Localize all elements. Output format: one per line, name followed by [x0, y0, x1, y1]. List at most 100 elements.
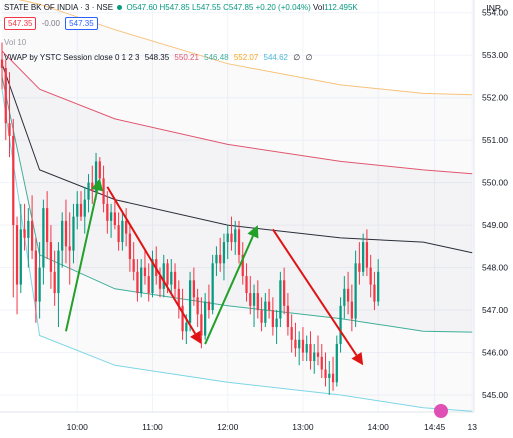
- candle-body: [38, 267, 41, 302]
- candle-body: [125, 220, 128, 234]
- price-tick-label: 545.00: [482, 390, 508, 400]
- arrow-down-icon: [272, 228, 364, 366]
- buy-button[interactable]: 547.35: [65, 17, 98, 30]
- candle-body: [64, 220, 68, 247]
- candle-body: [8, 123, 11, 136]
- sell-button[interactable]: 547.35: [4, 17, 37, 30]
- candle-body: [230, 233, 233, 243]
- candle: [19, 203, 22, 294]
- vwap-value: 548.35: [144, 53, 170, 62]
- logo-circle-icon: [434, 404, 448, 418]
- tradingview-logo[interactable]: [434, 404, 448, 418]
- candle-body: [305, 344, 308, 353]
- arrow-shaft: [272, 228, 358, 356]
- candle: [313, 344, 316, 374]
- time-tick-label: 13: [468, 422, 478, 432]
- candle: [279, 271, 282, 328]
- candle: [106, 191, 109, 234]
- candle-body: [23, 229, 26, 238]
- candle: [102, 165, 105, 213]
- candle: [87, 174, 90, 213]
- price-tick-label: 547.00: [482, 305, 508, 315]
- market-dot-icon: [117, 5, 123, 10]
- currency-label[interactable]: INR: [486, 3, 501, 13]
- candle: [200, 297, 203, 349]
- candle: [230, 216, 233, 251]
- time-tick-label: 14:00: [368, 422, 390, 432]
- candle: [91, 165, 94, 204]
- candle-body: [245, 276, 248, 294]
- candle: [294, 322, 297, 357]
- candle-body: [177, 288, 180, 306]
- candle-body: [113, 212, 116, 226]
- candle: [79, 191, 83, 221]
- price-tick-label: 550.00: [482, 178, 508, 188]
- vwap-legend[interactable]: VWAP by YSTC Session close 0 1 2 3 548.3…: [4, 53, 315, 62]
- candle-body: [170, 271, 173, 285]
- candle-body: [316, 352, 320, 357]
- candle-body: [343, 288, 346, 306]
- price-axis[interactable]: 545.00 546.00 547.00 548.00 549.00 550.00 551.…: [482, 8, 508, 400]
- candle: [15, 216, 19, 315]
- candle-body: [339, 305, 342, 345]
- band3-upper-value: ∅: [293, 53, 301, 62]
- candle: [245, 263, 248, 302]
- candle: [4, 59, 7, 141]
- candle: [23, 203, 26, 251]
- arrow-up-icon: [204, 225, 259, 345]
- candle: [109, 203, 113, 238]
- candle: [12, 118, 15, 298]
- trend-arrows: [64, 178, 364, 366]
- candle: [267, 288, 271, 319]
- candle-body: [365, 242, 369, 268]
- candle: [83, 186, 86, 234]
- candle-body: [354, 263, 357, 319]
- candle-body: [102, 178, 105, 204]
- candle-body: [79, 203, 83, 217]
- symbol-title[interactable]: STATE BK OF INDIA · 3 · NSE: [4, 3, 114, 12]
- candle: [354, 250, 357, 328]
- candle-body: [87, 182, 90, 200]
- candle-body: [264, 301, 267, 323]
- time-axis[interactable]: 10:00 11:00 12:00 13:00 14:00 14:45 13: [67, 422, 478, 432]
- candlesticks: [0, 42, 380, 396]
- candle: [151, 250, 154, 298]
- candle-body: [53, 271, 56, 294]
- candle-body: [215, 254, 218, 264]
- candle-body: [369, 267, 372, 285]
- candle-body: [188, 280, 192, 323]
- candle: [177, 280, 180, 319]
- candle-body: [196, 297, 199, 315]
- candle-body: [200, 314, 203, 336]
- candle: [128, 225, 132, 272]
- candle: [328, 361, 331, 396]
- candle-body: [313, 352, 316, 362]
- time-tick-label: 12:00: [217, 422, 239, 432]
- candle-body: [72, 216, 75, 251]
- candle: [170, 259, 173, 294]
- candle-body: [298, 339, 301, 349]
- candle: [226, 225, 229, 260]
- candle: [53, 250, 56, 306]
- candle-body: [328, 373, 331, 379]
- candle-body: [132, 259, 135, 272]
- candle: [316, 335, 320, 366]
- candle-body: [106, 203, 109, 221]
- candle: [275, 310, 278, 345]
- volume-indicator-label[interactable]: Vol 10: [4, 38, 27, 47]
- candle-body: [192, 280, 195, 298]
- candle: [192, 267, 195, 306]
- volume-label: Vol: [312, 3, 325, 12]
- candle-body: [4, 67, 7, 124]
- candle: [64, 199, 68, 264]
- time-tick-label: 11:00: [142, 422, 163, 432]
- candle-body: [147, 276, 150, 294]
- candle: [117, 212, 120, 251]
- band2-upper-line: [18, 0, 473, 96]
- candle: [339, 297, 342, 353]
- candle: [283, 267, 286, 315]
- band3-lower-value: ∅: [305, 53, 313, 62]
- candle-body: [252, 293, 256, 306]
- candle-body: [350, 301, 353, 319]
